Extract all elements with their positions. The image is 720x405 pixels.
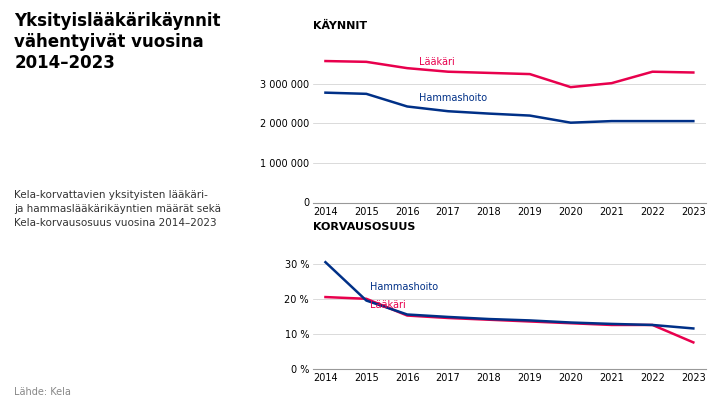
Text: KORVAUSOSUUS: KORVAUSOSUUS (313, 222, 415, 232)
Text: Kela-korvattavien yksityisten lääkäri-
ja hammaslääkärikäyntien määrät sekä
Kela: Kela-korvattavien yksityisten lääkäri- j… (14, 190, 222, 228)
Text: Lähde: Kela: Lähde: Kela (14, 387, 71, 397)
Text: Lääkäri: Lääkäri (370, 300, 406, 309)
Text: Hammashoito: Hammashoito (370, 282, 438, 292)
Text: Hammashoito: Hammashoito (420, 93, 487, 102)
Text: Yksityislääkärikäynnit
vähentyivät vuosina
2014–2023: Yksityislääkärikäynnit vähentyivät vuosi… (14, 12, 221, 72)
Text: KÄYNNIT: KÄYNNIT (313, 21, 367, 31)
Text: Lääkäri: Lääkäri (420, 58, 455, 67)
